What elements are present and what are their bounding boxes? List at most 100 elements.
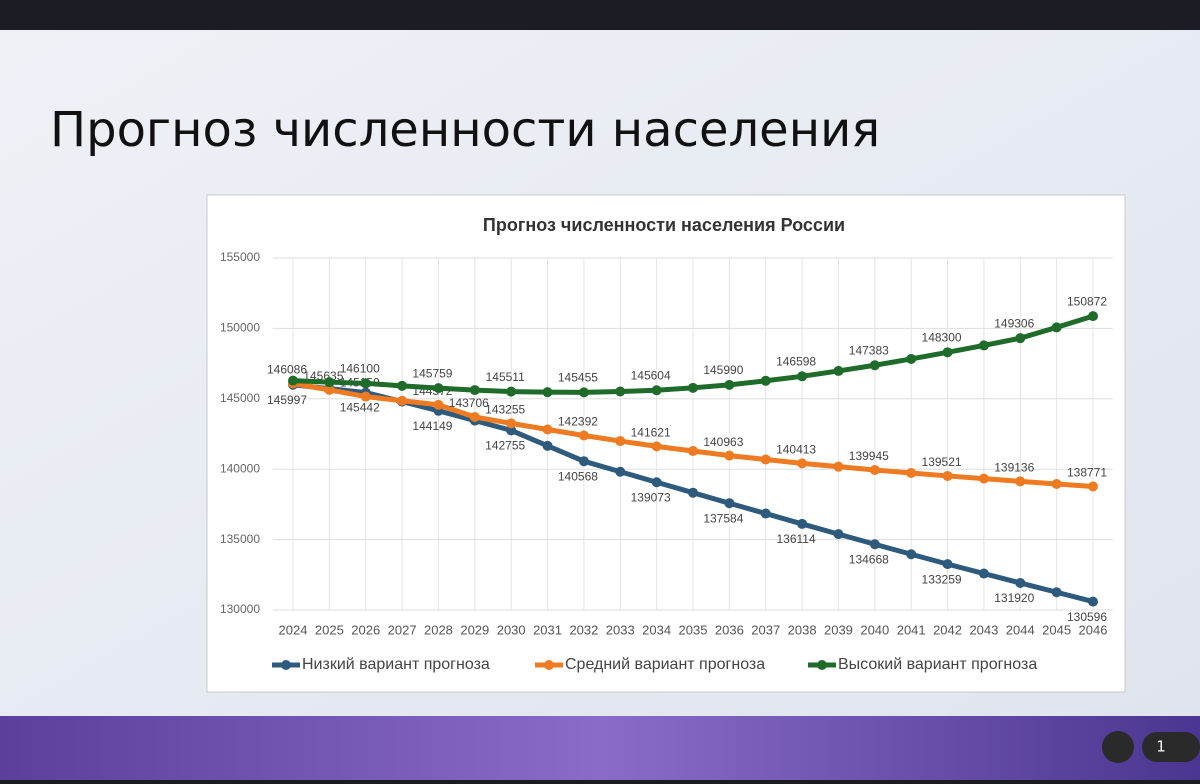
point [942, 559, 953, 570]
point [833, 461, 844, 472]
legend-label: Высокий вариант прогноза [838, 656, 1037, 673]
point [1015, 476, 1026, 487]
point [942, 470, 953, 481]
data-label: 139521 [922, 455, 962, 469]
point [797, 518, 808, 529]
point [542, 440, 553, 451]
y-tick-label: 140000 [220, 461, 260, 475]
data-label: 142392 [558, 415, 598, 429]
data-label: 139945 [849, 449, 889, 463]
point [360, 391, 371, 402]
data-label: 139073 [631, 490, 671, 504]
x-tick-label: 2031 [533, 622, 562, 637]
data-label: 137584 [703, 511, 743, 525]
x-tick-label: 2032 [569, 622, 598, 637]
x-tick-label: 2046 [1079, 622, 1108, 637]
y-tick-label: 145000 [220, 391, 260, 405]
data-label: 134668 [849, 552, 889, 566]
legend-label: Средний вариант прогноза [565, 656, 765, 673]
point [724, 498, 735, 509]
legend-marker [817, 660, 827, 670]
point [578, 387, 589, 398]
hand-button[interactable] [1102, 731, 1134, 763]
x-tick-label: 2040 [860, 622, 889, 637]
x-tick-label: 2044 [1006, 622, 1035, 637]
point [1015, 577, 1026, 588]
point [688, 446, 698, 457]
y-tick-label: 130000 [220, 602, 260, 616]
point [906, 468, 917, 479]
point [542, 387, 553, 398]
x-tick-label: 2042 [933, 622, 962, 637]
point [869, 464, 880, 475]
data-label: 146086 [267, 363, 307, 377]
data-label: 145455 [558, 371, 598, 385]
x-tick-label: 2043 [969, 622, 998, 637]
point [506, 386, 517, 397]
data-label: 140568 [558, 469, 598, 483]
x-tick-label: 2027 [388, 622, 417, 637]
point [869, 360, 880, 371]
point [978, 340, 989, 351]
point [651, 477, 662, 488]
x-tick-label: 2025 [315, 622, 344, 637]
point [1088, 596, 1098, 607]
point [360, 378, 371, 389]
point [906, 549, 917, 560]
point [578, 456, 589, 467]
x-tick-label: 2030 [497, 622, 526, 637]
y-tick-label: 150000 [220, 321, 260, 335]
data-label: 140963 [703, 435, 743, 449]
point [324, 384, 335, 395]
data-label: 136114 [777, 532, 816, 546]
x-tick-label: 2041 [897, 622, 926, 637]
data-label: 147383 [849, 343, 889, 357]
chart-box [206, 194, 1126, 693]
point [615, 466, 626, 477]
point [688, 382, 698, 393]
x-tick-label: 2037 [751, 622, 780, 637]
data-label: 145511 [486, 370, 525, 384]
point [469, 412, 480, 423]
data-label: 148300 [922, 331, 962, 345]
point [433, 399, 444, 410]
x-tick-label: 2033 [606, 622, 635, 637]
point [942, 347, 953, 358]
data-label: 146598 [776, 354, 816, 368]
y-tick-label: 155000 [220, 250, 260, 264]
point [833, 365, 844, 376]
point [433, 383, 444, 394]
x-tick-label: 2026 [351, 622, 380, 637]
point [578, 430, 589, 441]
x-tick-label: 2035 [679, 622, 708, 637]
data-label: 140413 [776, 443, 816, 457]
data-label: 145604 [631, 368, 671, 382]
data-label: 131920 [994, 591, 1034, 605]
x-tick-label: 2024 [279, 622, 308, 637]
point [797, 458, 808, 469]
legend-marker [281, 660, 291, 670]
point [760, 454, 771, 465]
bottom-bar [0, 716, 1200, 780]
point [288, 375, 298, 386]
count-pill[interactable] [1142, 732, 1200, 762]
point [978, 473, 989, 484]
point [651, 441, 662, 452]
x-tick-label: 2029 [460, 622, 489, 637]
point [760, 508, 771, 519]
point [1088, 311, 1098, 322]
y-tick-label: 135000 [220, 532, 260, 546]
data-label: 133259 [922, 572, 962, 586]
point [1088, 481, 1098, 492]
point [978, 568, 989, 579]
point [1051, 478, 1062, 489]
count: 1 [1156, 738, 1166, 756]
point [397, 395, 408, 406]
top-bar [0, 0, 1200, 30]
data-label: 143706 [449, 396, 489, 410]
data-label: 142755 [485, 439, 525, 453]
data-label: 145997 [267, 393, 307, 407]
point [688, 487, 698, 498]
point [760, 375, 771, 386]
